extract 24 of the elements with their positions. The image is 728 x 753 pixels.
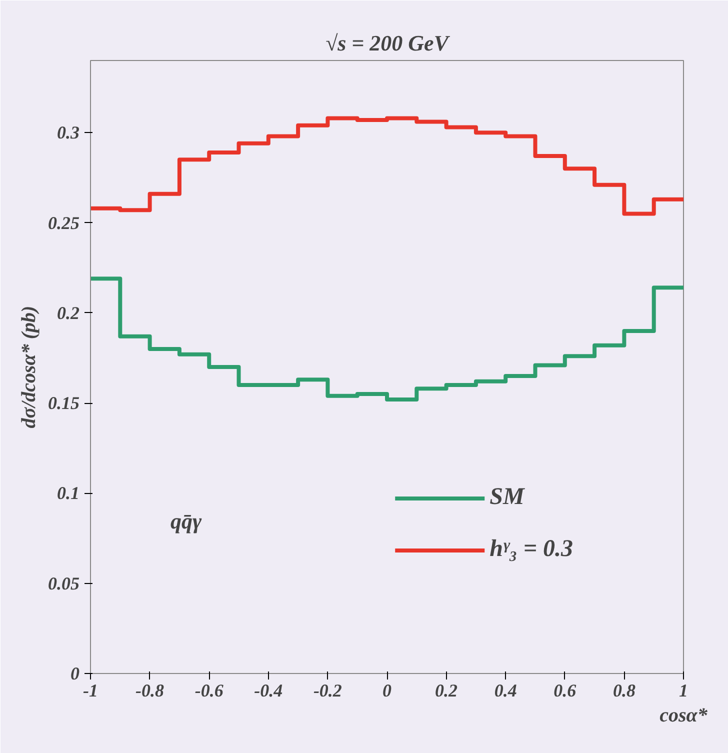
y-tick-label: 0.05 bbox=[48, 573, 80, 594]
x-tick-label: 1 bbox=[679, 680, 688, 700]
x-tick-label: -0.8 bbox=[136, 680, 164, 700]
y-tick-label: 0.3 bbox=[57, 122, 80, 143]
x-tick-label: -0.6 bbox=[194, 680, 224, 700]
x-tick-label: 0.6 bbox=[554, 680, 576, 700]
legend-label: hᵞ₃ = 0.3 bbox=[490, 536, 573, 563]
y-tick-label: 0.1 bbox=[57, 483, 80, 504]
x-tick-label: 0.4 bbox=[494, 680, 517, 700]
annotation: qq̄γ bbox=[170, 508, 202, 534]
x-axis-title: cosα* bbox=[660, 704, 708, 726]
y-tick-label: 0.15 bbox=[48, 393, 80, 414]
y-tick-label: 0 bbox=[70, 664, 80, 684]
legend-label: SM bbox=[490, 484, 524, 511]
x-tick-label: -0.2 bbox=[313, 680, 342, 700]
chart-title: √s = 200 GeV bbox=[326, 30, 451, 56]
y-tick-label: 0.2 bbox=[57, 302, 80, 323]
x-tick-label: 0.8 bbox=[612, 680, 636, 700]
x-tick-label: -1 bbox=[83, 680, 98, 700]
x-tick-label: 0.2 bbox=[435, 680, 458, 700]
x-tick-label: 0 bbox=[382, 680, 392, 700]
y-axis-title: dσ/dcosα* (pb) bbox=[18, 306, 40, 428]
y-tick-label: 0.25 bbox=[48, 212, 80, 233]
x-tick-label: -0.4 bbox=[254, 680, 283, 700]
